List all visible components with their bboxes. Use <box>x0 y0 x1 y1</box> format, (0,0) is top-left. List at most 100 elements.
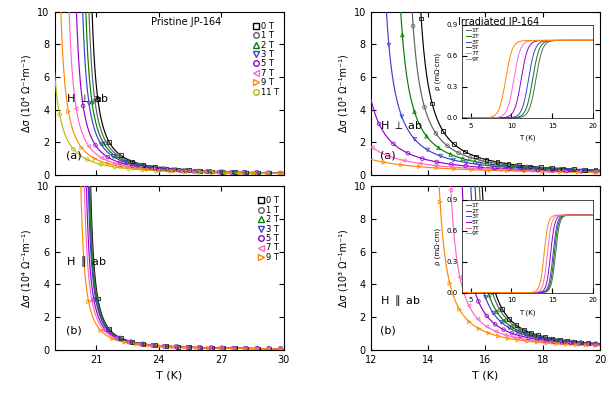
Point <box>473 261 482 268</box>
Point <box>533 332 543 338</box>
Point <box>204 169 213 175</box>
Point <box>511 322 521 329</box>
Point <box>561 338 570 345</box>
Point <box>276 345 285 352</box>
Point <box>533 167 543 173</box>
Point <box>568 339 578 345</box>
Point <box>186 168 196 174</box>
Point <box>558 165 568 172</box>
Point <box>495 307 505 313</box>
Point <box>199 169 209 175</box>
Point <box>432 159 442 165</box>
Point <box>110 160 119 166</box>
Point <box>554 340 564 346</box>
Point <box>207 345 216 351</box>
Point <box>241 345 251 352</box>
Point <box>518 336 528 342</box>
Point <box>216 169 225 175</box>
Point <box>156 166 165 172</box>
Point <box>183 167 193 174</box>
Point <box>504 161 513 167</box>
Point <box>250 170 260 176</box>
Point <box>532 336 542 343</box>
Point <box>180 344 190 351</box>
Point <box>464 303 474 309</box>
Point <box>135 165 145 171</box>
Point <box>474 325 484 332</box>
Point <box>470 158 480 165</box>
Point <box>150 342 160 349</box>
Point <box>158 165 167 172</box>
Point <box>539 334 549 341</box>
Point <box>461 163 470 169</box>
Point <box>227 169 236 176</box>
Point <box>116 163 126 170</box>
Point <box>111 335 121 342</box>
Point <box>202 169 211 175</box>
Point <box>582 341 592 347</box>
Point <box>173 343 182 350</box>
Point <box>195 345 205 351</box>
Point <box>252 169 262 176</box>
Point <box>547 167 557 174</box>
Point <box>156 343 165 349</box>
Point <box>448 157 458 163</box>
Point <box>183 169 193 175</box>
Point <box>218 345 228 351</box>
Point <box>193 345 203 351</box>
Point <box>241 169 251 176</box>
Point <box>116 335 125 341</box>
Point <box>205 168 215 174</box>
Point <box>579 167 588 173</box>
Legend: 0 T, 1 T, 2 T, 3 T, 5 T, 7 T, 9 T: 0 T, 1 T, 2 T, 3 T, 5 T, 7 T, 9 T <box>256 193 282 265</box>
Point <box>460 149 470 155</box>
Point <box>559 339 569 345</box>
Point <box>172 343 182 350</box>
Point <box>93 96 102 103</box>
Point <box>229 345 239 351</box>
Point <box>99 140 108 147</box>
Point <box>276 345 285 352</box>
Point <box>108 153 118 160</box>
Point <box>253 345 262 352</box>
Point <box>103 154 113 160</box>
Point <box>576 168 586 174</box>
Point <box>559 168 568 174</box>
Point <box>388 141 398 147</box>
Point <box>562 168 571 174</box>
Point <box>536 164 546 171</box>
Point <box>136 162 146 168</box>
Point <box>120 339 130 345</box>
Point <box>458 156 468 162</box>
Point <box>543 168 553 174</box>
Point <box>517 327 527 333</box>
Point <box>450 166 459 172</box>
Point <box>447 161 456 167</box>
Point <box>264 345 274 352</box>
Point <box>91 296 101 302</box>
Point <box>511 167 521 173</box>
Point <box>467 167 477 173</box>
Point <box>445 280 454 286</box>
Point <box>541 338 550 344</box>
Point <box>264 170 274 176</box>
Point <box>276 170 285 176</box>
Point <box>104 139 114 145</box>
Point <box>501 164 510 170</box>
Point <box>111 153 121 159</box>
Point <box>132 162 142 169</box>
Point <box>159 165 169 172</box>
Point <box>576 339 586 345</box>
Point <box>158 343 167 349</box>
Point <box>82 156 92 163</box>
Point <box>241 345 251 352</box>
Point <box>565 340 575 346</box>
Point <box>591 341 601 347</box>
Point <box>482 313 491 319</box>
Point <box>253 169 262 176</box>
Point <box>124 339 134 345</box>
Point <box>78 103 88 109</box>
Point <box>130 165 139 171</box>
Point <box>545 336 555 343</box>
Point <box>114 335 124 341</box>
